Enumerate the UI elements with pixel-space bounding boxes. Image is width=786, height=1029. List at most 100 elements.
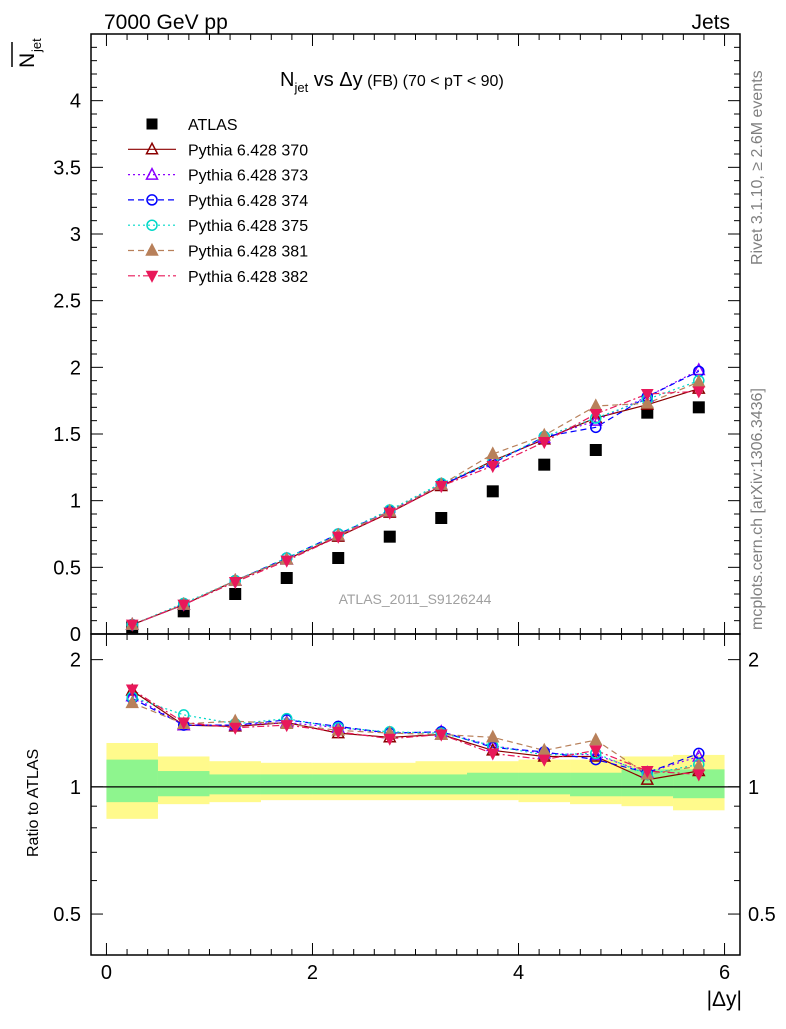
- title-n: N: [280, 69, 294, 91]
- data-point: [537, 437, 551, 450]
- ratio-series: [125, 682, 706, 785]
- legend-item: Pythia 6.428 381: [128, 242, 308, 261]
- ratio-point: [537, 754, 551, 767]
- data-point: [434, 481, 448, 494]
- legend-marker: [146, 194, 158, 206]
- band-inner: [363, 774, 416, 795]
- data-point: [280, 572, 293, 584]
- main-y-tick-label: 0.5: [53, 557, 81, 579]
- legend-marker: [146, 118, 158, 130]
- legend-label: Pythia 6.428 375: [188, 218, 308, 235]
- main-ylabel: N jet: [11, 38, 44, 68]
- ratio-ticks: 0.5 0.5 1 1 2 2 0 2 4 6: [53, 634, 776, 984]
- band-inner: [467, 772, 519, 795]
- ratio-series-pythia-6-428-375: [132, 696, 699, 776]
- band-inner: [209, 774, 261, 795]
- legend-label: ATLAS: [188, 117, 238, 134]
- data-point: [589, 409, 603, 422]
- main-y-tick-label: 1.5: [53, 424, 81, 446]
- legend-label: Pythia 6.428 382: [188, 269, 308, 286]
- ratio-ylabel: Ratio to ATLAS: [25, 749, 42, 857]
- ratio-point: [640, 766, 654, 779]
- data-point: [486, 446, 500, 460]
- legend-marker: [146, 219, 158, 231]
- ratio-point: [589, 732, 603, 746]
- legend-item: ATLAS: [146, 117, 238, 134]
- series-pythia-6-428-375: [131, 380, 700, 626]
- ratio-line: [132, 696, 699, 776]
- main-y-tick-label: 0: [70, 624, 81, 646]
- data-point: [383, 507, 397, 520]
- data-point: [177, 599, 191, 612]
- data-point: [331, 531, 345, 544]
- main-panel: 0 0.5 1 1.5 2 2.5 3 3.5 4: [53, 33, 741, 646]
- legend-item: Pythia 6.428 382: [128, 269, 308, 286]
- x-tick-label: 6: [719, 962, 730, 984]
- ratio-point: [693, 747, 705, 760]
- legend-marker: [145, 141, 159, 155]
- ratio-point: [589, 745, 603, 758]
- x-tick-label: 4: [513, 962, 524, 984]
- data-point: [589, 413, 603, 426]
- legend-marker: [145, 242, 159, 256]
- title-sub: jet: [293, 80, 308, 95]
- legend-label: Pythia 6.428 373: [188, 168, 308, 185]
- analysis-watermark: ATLAS_2011_S9126244: [339, 591, 492, 607]
- title-fb: (FB): [363, 73, 399, 90]
- band-inner: [312, 774, 364, 795]
- series-line: [131, 390, 699, 626]
- band-inner: [157, 771, 210, 797]
- data-point: [383, 530, 396, 543]
- band-inner: [106, 759, 158, 803]
- legend-item: Pythia 6.428 375: [128, 218, 308, 235]
- data-point: [538, 458, 551, 471]
- plot-title: Njet vs Δy (FB) (70 < pT < 90): [280, 69, 504, 95]
- ratio-line: [131, 690, 699, 781]
- data-point: [435, 512, 448, 524]
- ratio-y-tick-label-right: 2: [748, 650, 759, 672]
- data-point: [486, 485, 499, 498]
- legend-label: Pythia 6.428 374: [188, 193, 308, 210]
- main-y-tick-label: 1: [70, 491, 81, 513]
- ratio-point: [692, 769, 706, 782]
- legend-item: Pythia 6.428 373: [128, 166, 308, 185]
- title-vs: vs Δy: [308, 69, 362, 91]
- data-point: [640, 395, 655, 409]
- title-range: (70 < pT < 90): [398, 73, 504, 90]
- data-point: [589, 444, 602, 456]
- legend-marker: [145, 166, 159, 180]
- legend-label: Pythia 6.428 370: [188, 142, 308, 159]
- ratio-point: [434, 729, 448, 742]
- ratio-series-pythia-6-428-374: [131, 697, 700, 774]
- band-inner: [415, 774, 468, 795]
- legend-item: Pythia 6.428 374: [128, 193, 308, 210]
- ratio-point: [589, 747, 603, 761]
- ratio-y-tick-label-left: 1: [70, 777, 81, 799]
- ratio-point: [383, 733, 397, 746]
- legend-item: Pythia 6.428 370: [128, 141, 308, 159]
- x-tick-label: 2: [307, 962, 318, 984]
- series-pythia-6-428-382: [131, 390, 699, 626]
- series-line: [131, 381, 700, 626]
- header-right-label: Jets: [691, 11, 730, 34]
- data-point: [692, 401, 705, 414]
- ratio-y-tick-label-right: 0.5: [748, 904, 776, 926]
- ratio-point: [280, 720, 294, 733]
- band-inner: [570, 772, 622, 797]
- ratio-point: [486, 729, 500, 743]
- main-ylabel-sub: jet: [29, 38, 44, 53]
- ratio-series-pythia-6-428-370: [131, 690, 699, 781]
- band-inner: [518, 772, 571, 795]
- legend-marker: [145, 270, 159, 283]
- ratio-point: [331, 726, 345, 739]
- main-y-tick-label: 2: [70, 357, 81, 379]
- main-series: [125, 362, 706, 634]
- ratio-point: [228, 722, 242, 735]
- series-line: [131, 380, 700, 626]
- legend-label: Pythia 6.428 381: [188, 244, 308, 261]
- main-ylabel-n: N: [16, 53, 39, 68]
- ratio-y-tick-label-right: 1: [748, 777, 759, 799]
- legend: ATLAS Pythia 6.428 370 Pythia 6.428 373 Pyt…: [128, 117, 308, 286]
- ratio-line: [131, 697, 700, 774]
